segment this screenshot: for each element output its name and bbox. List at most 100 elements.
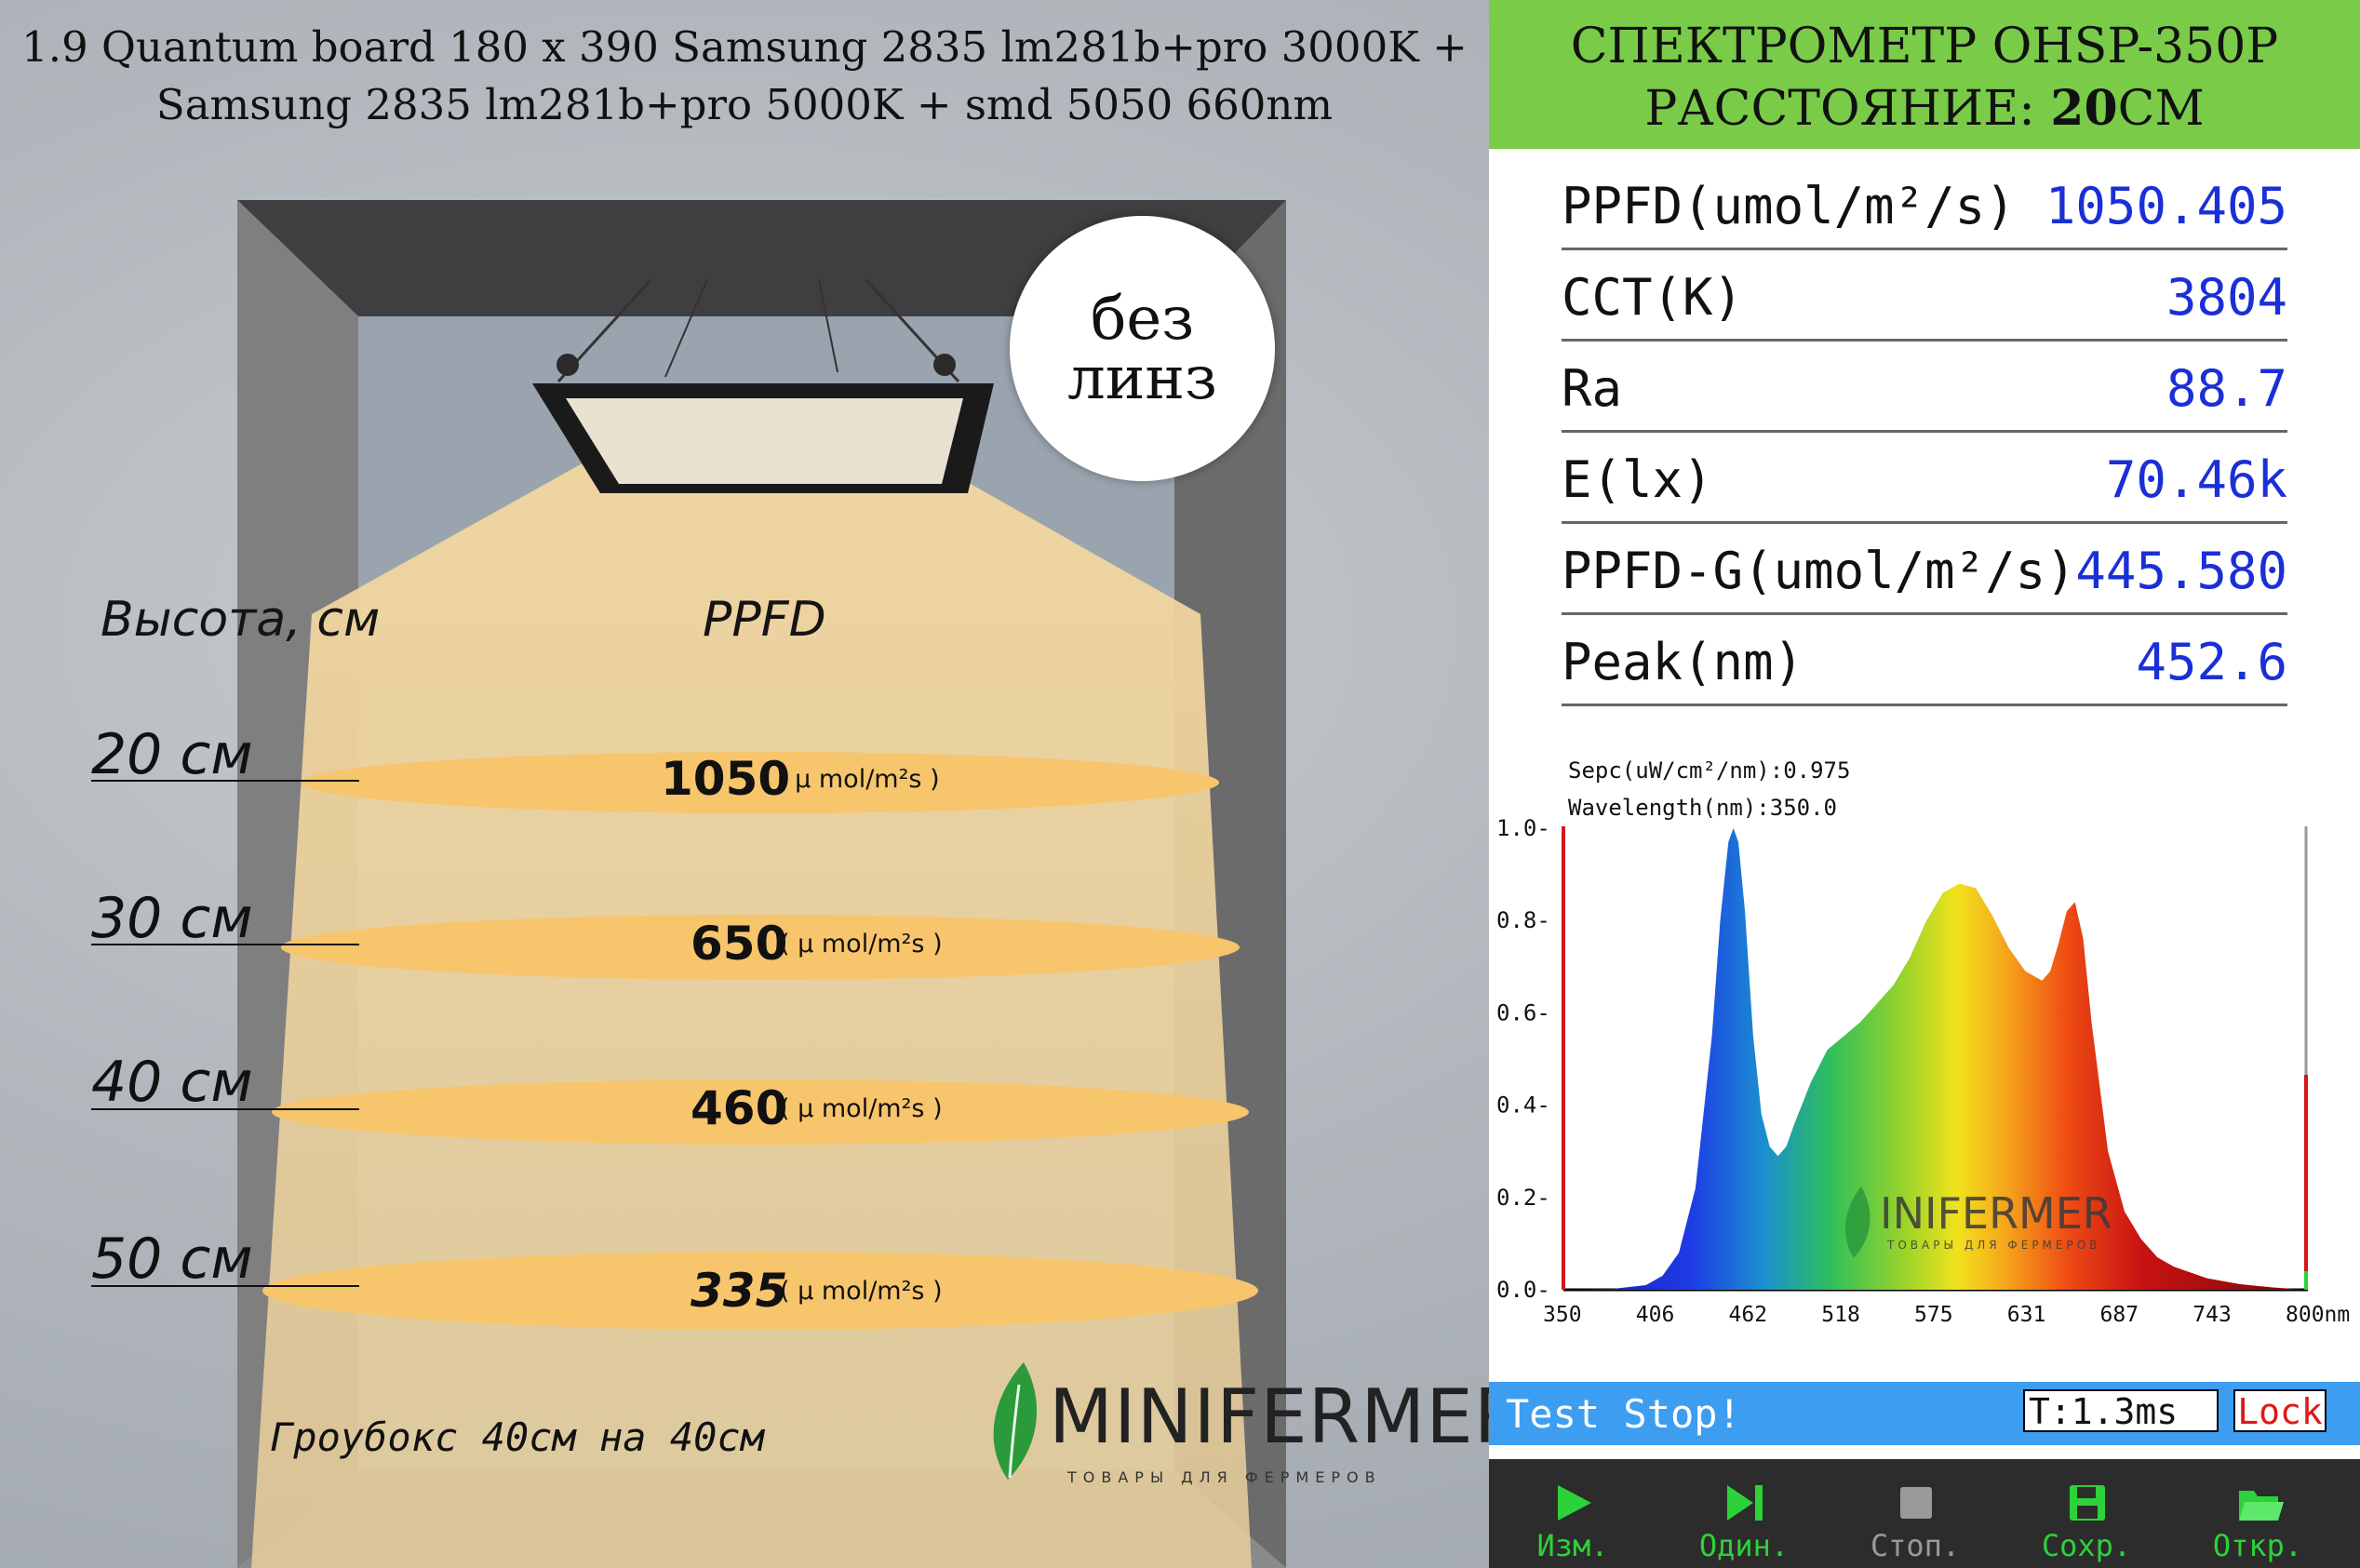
- distance-unit: СМ: [2117, 81, 2205, 137]
- spectrometer-title: СПЕКТРОМЕТР OHSP-350P: [1570, 19, 2279, 74]
- play-icon: [1558, 1485, 1591, 1521]
- height-label-50: 50 см: [91, 1226, 253, 1292]
- reading-row: Ra 88.7: [1562, 339, 2287, 433]
- x-tick-label: 518: [1821, 1303, 1860, 1327]
- x-tick-label: 631: [2007, 1303, 2046, 1327]
- watermark-wordmark: INIFERMER: [1880, 1188, 2112, 1239]
- y-tick-label: 0.2-: [1496, 1185, 1550, 1211]
- height-line: [91, 1285, 359, 1287]
- reading-row: PPFD(umol/m²/s) 1050.405: [1562, 156, 2287, 250]
- minifermer-logo: MINIFERMER ТОВАРЫ ДЛЯ ФЕРМЕРОВ: [982, 1357, 1525, 1487]
- spectrometer-panel: СПЕКТРОМЕТР OHSP-350P РАССТОЯНИЕ: 20СМ P…: [1489, 0, 2360, 1568]
- ppfd-value-50: 335: [691, 1264, 788, 1318]
- x-tick-label: 406: [1636, 1303, 1675, 1327]
- ppfd-zone-40: [272, 1079, 1249, 1145]
- no-lens-line2: линз: [1067, 343, 1217, 413]
- stop-icon: [1900, 1487, 1932, 1519]
- stop-label: Стоп.: [1870, 1528, 1961, 1563]
- brand-letter-m: M: [1049, 1374, 1115, 1460]
- reading-key: Ra: [1562, 359, 1623, 418]
- height-label-40: 40 см: [91, 1050, 253, 1115]
- reading-row: E(lx) 70.46k: [1562, 430, 2287, 524]
- reading-key: E(lx): [1562, 450, 1713, 509]
- test-status: Test Stop!: [1506, 1391, 1741, 1437]
- wavelength-annotation: Wavelength(nm):350.0: [1568, 795, 1837, 821]
- infographic-panel: 1.9 Quantum board 180 x 390 Samsung 2835…: [21, 22, 1525, 1568]
- reading-row: CCT(K) 3804: [1562, 248, 2287, 342]
- distance-label: РАССТОЯНИЕ:: [1644, 81, 2035, 137]
- ppfd-unit: ( μ mol/m²s ): [780, 930, 943, 958]
- ppfd-value-40: 460: [691, 1081, 788, 1135]
- stop-button[interactable]: Стоп.: [1831, 1459, 1999, 1568]
- distance-value: 20: [2050, 80, 2118, 137]
- ppfd-column-header: PPFD: [703, 592, 826, 648]
- brand-wordmark: MINIFERMER: [1049, 1374, 1526, 1460]
- reading-value: 445.580: [2075, 542, 2287, 600]
- product-title-line2: Samsung 2835 lm281b+pro 5000K + smd 5050…: [155, 80, 1334, 129]
- brand-ini: INI: [1114, 1374, 1217, 1460]
- next-icon: [1727, 1485, 1763, 1521]
- open-folder-icon: [2239, 1491, 2284, 1521]
- quantum-board-lamp: [532, 354, 994, 493]
- spectrometer-header: СПЕКТРОМЕТР OHSP-350P РАССТОЯНИЕ: 20СМ: [1489, 0, 2360, 149]
- x-tick-label: 743: [2192, 1303, 2232, 1327]
- height-line: [91, 944, 359, 945]
- reading-value: 1050.405: [2045, 177, 2287, 235]
- x-tick-label: 350: [1543, 1303, 1582, 1327]
- ppfd-unit: ( μ mol/m²s ): [780, 1277, 943, 1306]
- leaf-icon: [993, 1362, 1038, 1480]
- brand-tagline: ТОВАРЫ ДЛЯ ФЕРМЕРОВ: [1067, 1468, 1382, 1486]
- ppfd-zone-30: [281, 915, 1240, 980]
- x-tick-label: 687: [2100, 1303, 2139, 1327]
- brand-fermer: FERMER: [1216, 1374, 1527, 1460]
- height-column-header: Высота, см: [101, 592, 381, 648]
- height-line: [91, 1108, 359, 1110]
- reading-value: 452.6: [2136, 633, 2287, 691]
- status-bar: Test Stop! T:1.3ms Lock: [1489, 1382, 2360, 1445]
- save-label: Сохр.: [2041, 1528, 2132, 1563]
- reading-value: 3804: [2166, 268, 2287, 327]
- y-tick-label: 0.0-: [1496, 1277, 1550, 1303]
- ppfd-zone-50: [262, 1252, 1258, 1330]
- reading-value: 88.7: [2166, 359, 2287, 418]
- measure-label: Изм.: [1536, 1528, 1609, 1563]
- reading-key: PPFD-G(umol/m²/s): [1562, 542, 2076, 600]
- measure-button[interactable]: Изм.: [1489, 1459, 1656, 1568]
- x-tick-label: 575: [1914, 1303, 1953, 1327]
- y-tick-label: 0.4-: [1496, 1092, 1550, 1119]
- x-tick-label: 800nm: [2286, 1303, 2350, 1327]
- reading-key: Peak(nm): [1562, 633, 1804, 691]
- ppfd-unit: ( μ mol/m²s ): [777, 765, 940, 794]
- y-tick-label: 0.8-: [1496, 907, 1550, 933]
- save-icon: [2070, 1485, 2105, 1521]
- spectrum-curve: [1563, 828, 2306, 1290]
- spectrum-chart: Sepc(uW/cm²/nm):0.975 Wavelength(nm):350…: [1496, 757, 2350, 1327]
- no-lens-badge: без линз: [1010, 216, 1275, 481]
- single-button[interactable]: Один.: [1660, 1459, 1828, 1568]
- open-button[interactable]: Откр.: [2174, 1459, 2341, 1568]
- watermark-tagline: ТОВАРЫ ДЛЯ ФЕРМЕРОВ: [1886, 1239, 2100, 1252]
- x-tick-label: 462: [1729, 1303, 1768, 1327]
- y-tick-label: 1.0-: [1496, 815, 1550, 841]
- save-button[interactable]: Сохр.: [2003, 1459, 2170, 1568]
- integration-time-field[interactable]: T:1.3ms: [2023, 1389, 2219, 1432]
- height-label-20: 20 см: [91, 722, 253, 787]
- ppfd-zone-20: [302, 752, 1219, 813]
- bottom-toolbar: Изм. Один. Стоп. Сохр. Откр.: [1489, 1459, 2360, 1568]
- open-label: Откр.: [2212, 1528, 2303, 1563]
- lock-button[interactable]: Lock: [2233, 1389, 2326, 1432]
- reading-row: Peak(nm) 452.6: [1562, 612, 2287, 706]
- reading-key: CCT(K): [1562, 268, 1744, 327]
- distance-line: РАССТОЯНИЕ: 20СМ: [1489, 80, 2360, 137]
- no-lens-line1: без: [1090, 284, 1195, 354]
- single-label: Один.: [1698, 1528, 1790, 1563]
- growbox-caption: Гроубокс 40см на 40см: [270, 1414, 765, 1460]
- ppfd-unit: ( μ mol/m²s ): [780, 1094, 943, 1123]
- reading-key: PPFD(umol/m²/s): [1562, 177, 2016, 235]
- reading-value: 70.46k: [2105, 450, 2287, 509]
- height-label-30: 30 см: [91, 886, 253, 951]
- height-line: [91, 780, 359, 782]
- reading-row: PPFD-G(umol/m²/s) 445.580: [1562, 521, 2287, 615]
- y-tick-label: 0.6-: [1496, 999, 1550, 1025]
- ppfd-value-30: 650: [691, 917, 788, 971]
